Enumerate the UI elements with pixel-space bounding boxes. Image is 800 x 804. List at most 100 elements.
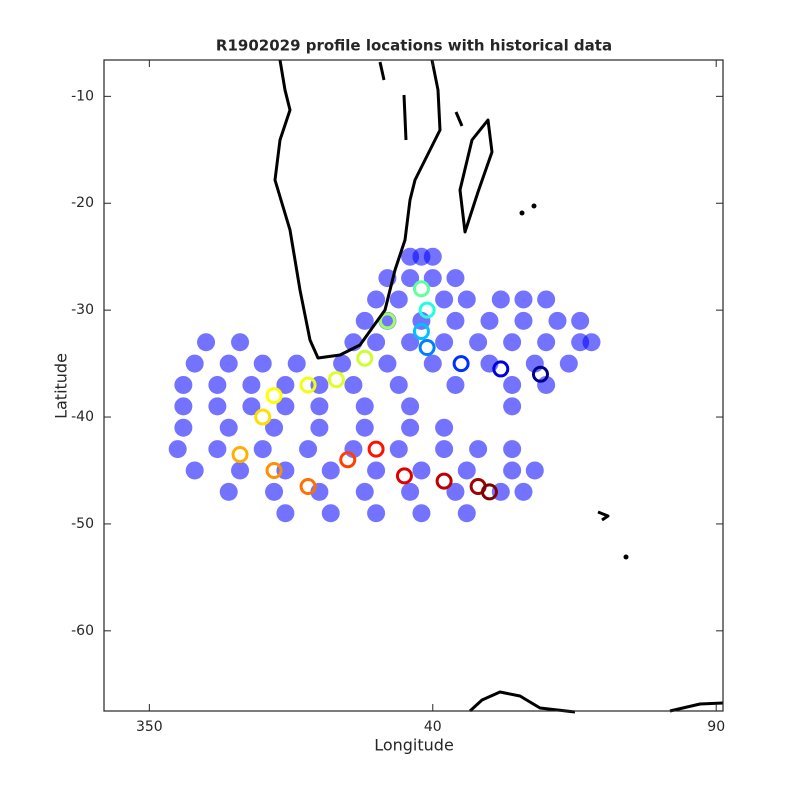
historical-point bbox=[435, 290, 454, 309]
historical-point bbox=[355, 418, 374, 437]
historical-point bbox=[287, 354, 306, 373]
chart-title: R1902029 profile locations with historic… bbox=[216, 37, 612, 55]
historical-point bbox=[412, 461, 431, 480]
historical-point bbox=[310, 397, 329, 416]
coastlines bbox=[273, 59, 724, 714]
historical-point bbox=[423, 269, 442, 288]
historical-point bbox=[537, 290, 556, 309]
historical-point bbox=[548, 311, 567, 330]
historical-point bbox=[582, 333, 601, 352]
historical-point bbox=[378, 354, 397, 373]
historical-point bbox=[355, 397, 374, 416]
coastline bbox=[458, 118, 494, 234]
y-axis-label: Latitude bbox=[52, 353, 71, 419]
profile-point bbox=[435, 472, 453, 490]
historical-point bbox=[208, 397, 227, 416]
historical-point bbox=[265, 418, 284, 437]
historical-point bbox=[168, 440, 187, 459]
profile-point bbox=[265, 461, 283, 479]
historical-point bbox=[491, 290, 510, 309]
historical-point bbox=[435, 418, 454, 437]
profile-point bbox=[412, 280, 430, 298]
historical-point bbox=[457, 461, 476, 480]
historical-point bbox=[469, 333, 488, 352]
historical-point bbox=[367, 290, 386, 309]
x-tick-label: 40 bbox=[424, 719, 442, 735]
historical-point bbox=[242, 375, 261, 394]
historical-point bbox=[389, 440, 408, 459]
historical-point bbox=[401, 418, 420, 437]
historical-point bbox=[197, 333, 216, 352]
x-tick-label: 350 bbox=[136, 719, 163, 735]
historical-point bbox=[525, 461, 544, 480]
historical-point bbox=[174, 397, 193, 416]
historical-point bbox=[446, 482, 465, 501]
historical-point bbox=[299, 440, 318, 459]
island bbox=[623, 554, 629, 560]
historical-point bbox=[174, 418, 193, 437]
historical-point bbox=[401, 397, 420, 416]
coastline bbox=[273, 59, 442, 360]
historical-point bbox=[571, 311, 590, 330]
coastline bbox=[378, 61, 464, 141]
profile-point bbox=[492, 360, 510, 378]
historical-point bbox=[446, 269, 465, 288]
plot-points bbox=[168, 247, 601, 523]
historical-point bbox=[265, 482, 284, 501]
y-tick-label: -20 bbox=[71, 195, 94, 211]
profile-point bbox=[395, 467, 413, 485]
profile-point bbox=[367, 440, 385, 458]
historical-point bbox=[310, 418, 329, 437]
historical-point bbox=[231, 333, 250, 352]
historical-point bbox=[435, 440, 454, 459]
historical-point bbox=[276, 397, 295, 416]
historical-point bbox=[253, 354, 272, 373]
historical-point bbox=[242, 397, 261, 416]
historical-point bbox=[367, 461, 386, 480]
historical-point bbox=[435, 333, 454, 352]
historical-point bbox=[503, 333, 522, 352]
profile-point bbox=[327, 371, 345, 389]
profile-point bbox=[418, 301, 436, 319]
y-tick-label: -30 bbox=[71, 302, 94, 318]
profile-point bbox=[299, 376, 317, 394]
historical-point bbox=[355, 482, 374, 501]
historical-point bbox=[333, 354, 352, 373]
profile-point bbox=[452, 355, 470, 373]
historical-point bbox=[208, 440, 227, 459]
historical-point bbox=[412, 504, 431, 523]
historical-point bbox=[469, 440, 488, 459]
historical-point bbox=[185, 354, 204, 373]
historical-point bbox=[514, 482, 533, 501]
historical-point bbox=[344, 375, 363, 394]
historical-point bbox=[503, 375, 522, 394]
historical-point bbox=[401, 482, 420, 501]
historical-point bbox=[457, 504, 476, 523]
historical-point bbox=[514, 311, 533, 330]
y-tick-label: -60 bbox=[71, 623, 94, 639]
historical-point bbox=[231, 461, 250, 480]
island bbox=[519, 210, 525, 216]
historical-point bbox=[276, 504, 295, 523]
y-tick-label: -10 bbox=[71, 88, 94, 104]
historical-point bbox=[321, 504, 340, 523]
historical-point bbox=[185, 461, 204, 480]
historical-point bbox=[389, 290, 408, 309]
profile-point bbox=[299, 478, 317, 496]
historical-point bbox=[503, 397, 522, 416]
historical-point bbox=[389, 375, 408, 394]
island bbox=[597, 510, 610, 522]
historical-point bbox=[321, 461, 340, 480]
historical-point bbox=[537, 333, 556, 352]
historical-point bbox=[219, 482, 238, 501]
historical-point bbox=[423, 354, 442, 373]
profile-point bbox=[412, 323, 430, 341]
profile-point bbox=[339, 451, 357, 469]
x-tick-label: 90 bbox=[707, 719, 725, 735]
profile-point bbox=[531, 365, 549, 383]
profile-point bbox=[254, 408, 272, 426]
y-tick-label: -40 bbox=[71, 409, 94, 425]
island bbox=[531, 203, 537, 209]
historical-point bbox=[423, 247, 442, 266]
